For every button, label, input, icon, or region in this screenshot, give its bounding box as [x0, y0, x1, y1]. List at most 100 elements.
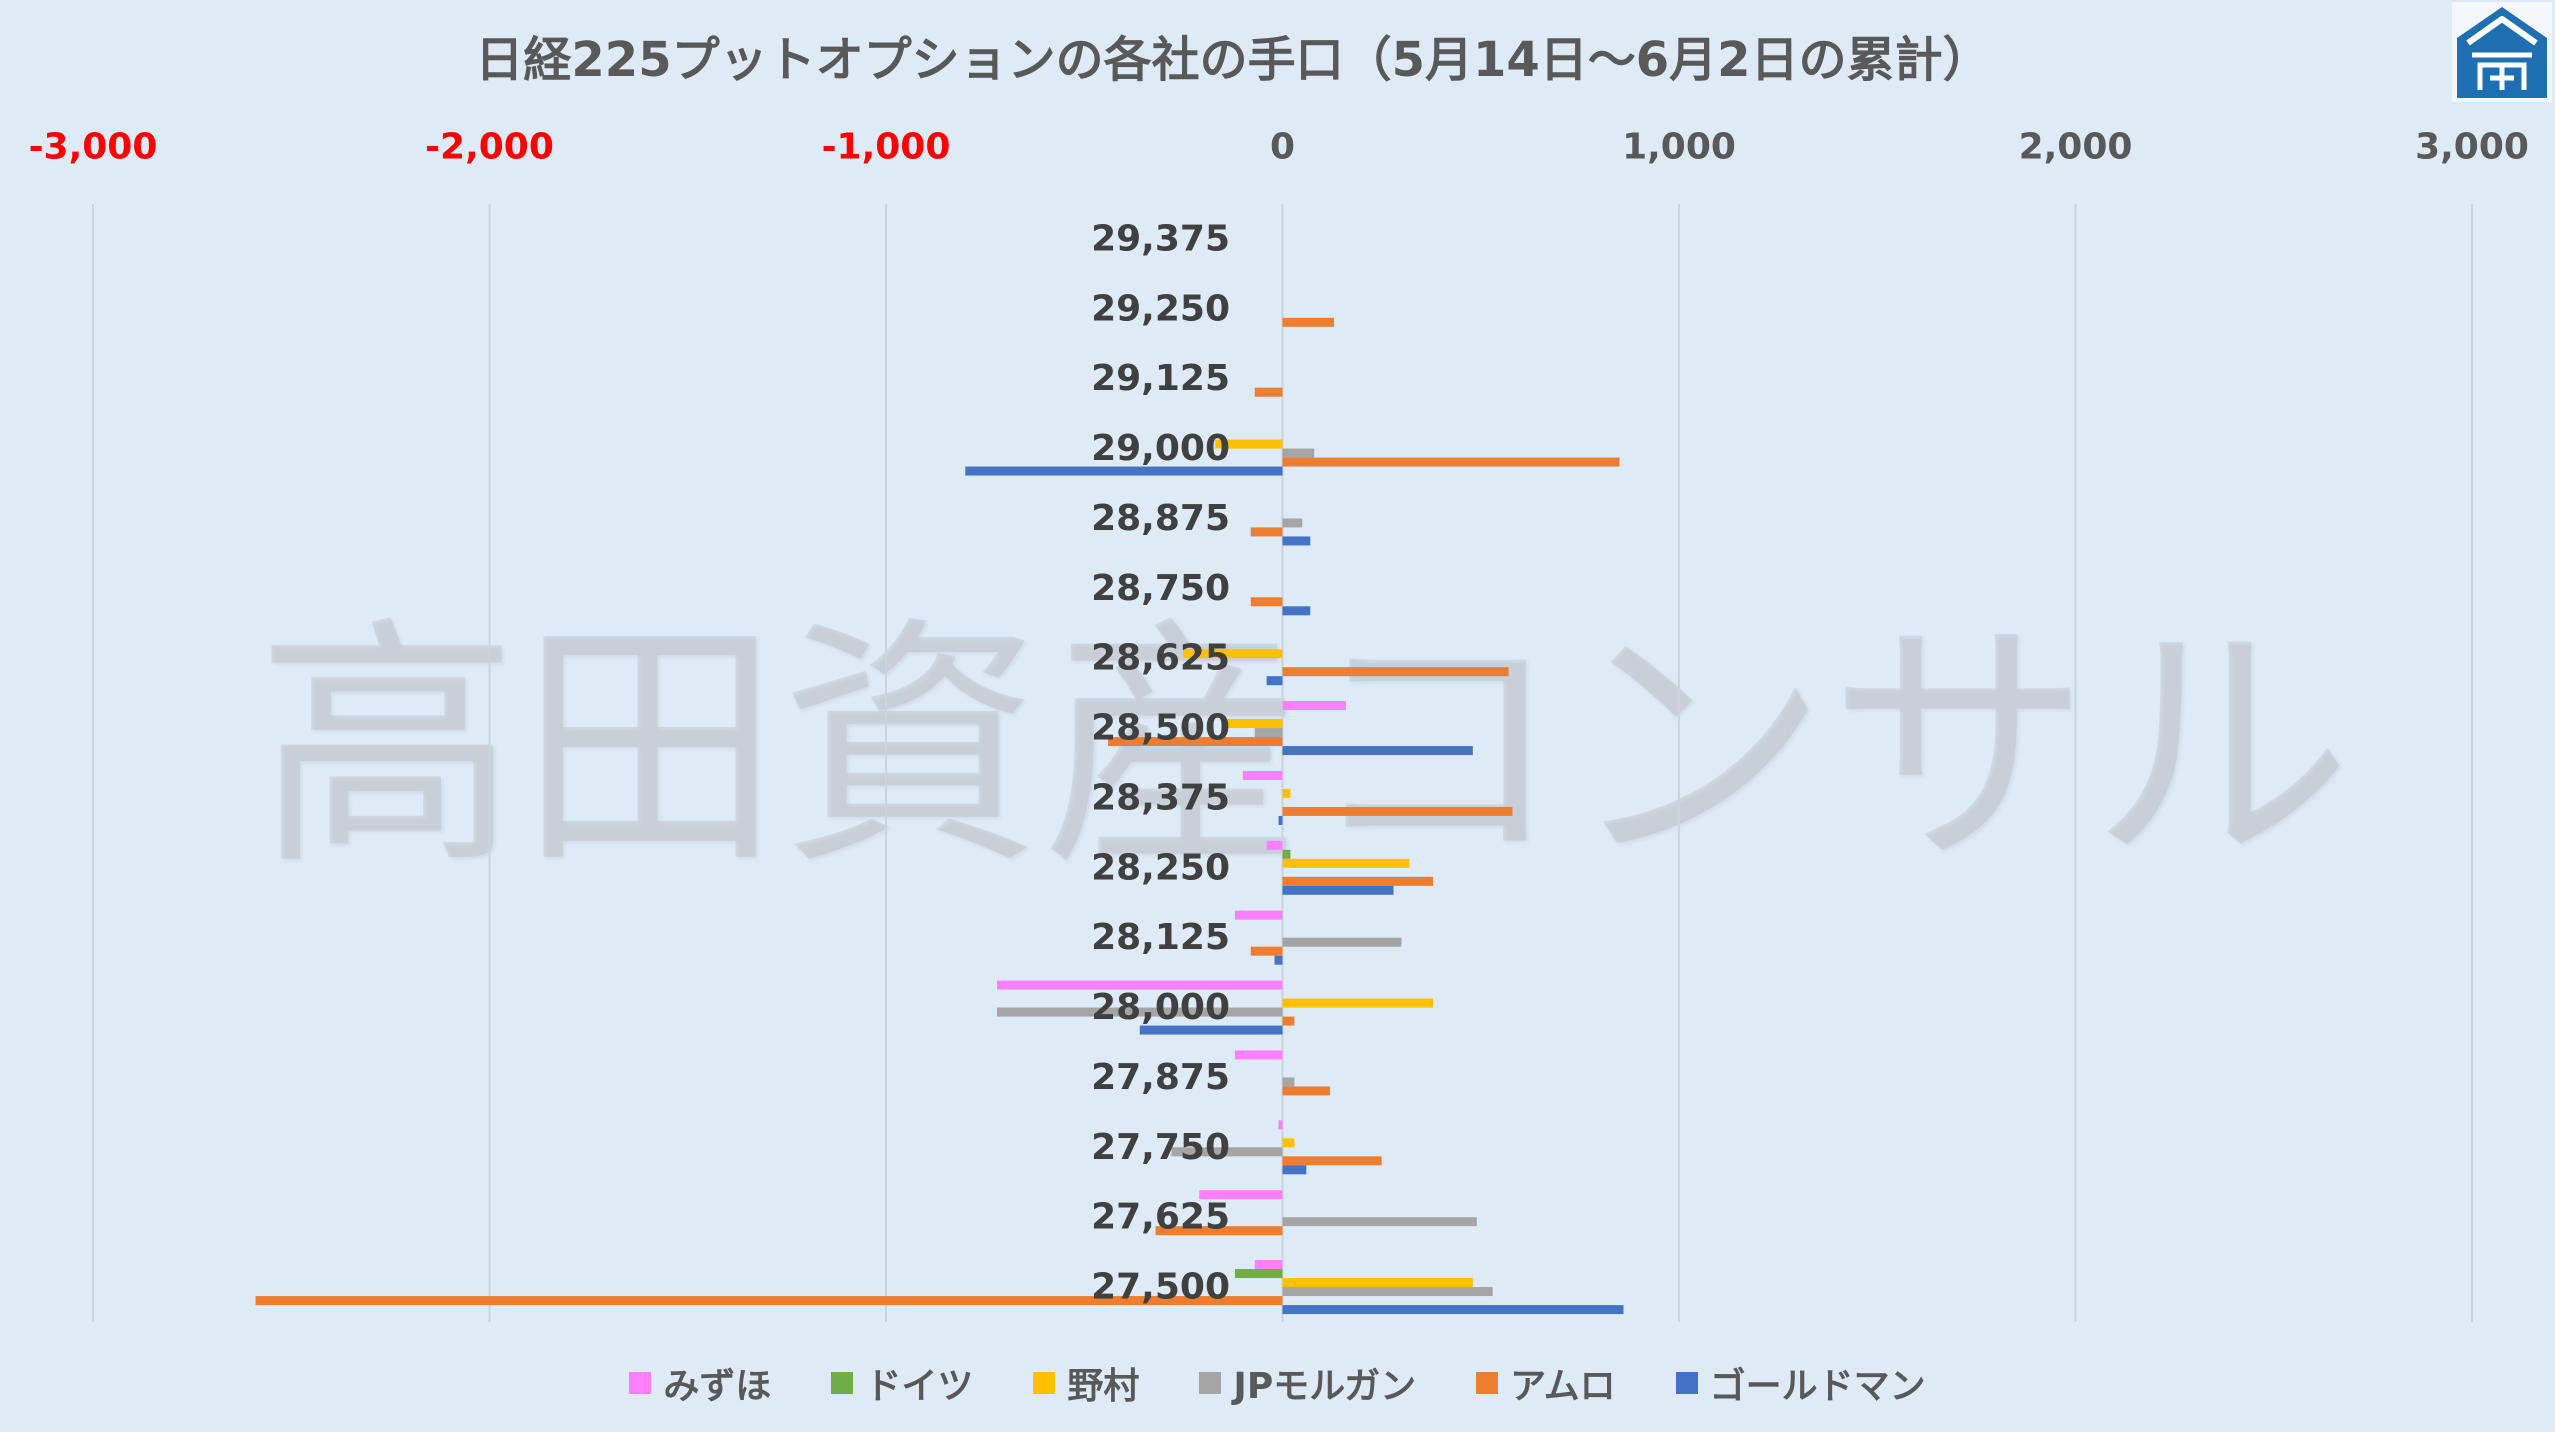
bar-series5-29125 — [1254, 387, 1283, 397]
bar-series5-27625 — [1155, 1226, 1283, 1236]
bar-series4-28000 — [997, 1007, 1283, 1017]
bar-series5-27750 — [1282, 1156, 1382, 1166]
bar-series5-28500 — [1108, 737, 1283, 747]
strike-label: 29,250 — [1091, 288, 1230, 329]
bar-series5-29000 — [1282, 457, 1620, 467]
strike-label: 28,125 — [1091, 917, 1230, 958]
bar-series3-27750 — [1282, 1138, 1295, 1148]
bar-series4-27625 — [1282, 1217, 1477, 1227]
bar-series5-28875 — [1250, 527, 1283, 537]
x-tick-label: -2,000 — [425, 127, 554, 168]
legend-label: 野村 — [1067, 1366, 1140, 1407]
bar-series6-28750 — [1282, 606, 1311, 616]
bars — [255, 317, 1624, 1315]
bar-series2-27500 — [1234, 1269, 1283, 1279]
strike-label: 28,375 — [1091, 777, 1230, 818]
x-tick-label: -3,000 — [29, 127, 158, 168]
legend-item-nomura: 野村 — [1033, 1357, 1139, 1409]
strike-label: 28,250 — [1091, 847, 1230, 888]
bar-series4-27875 — [1282, 1077, 1295, 1087]
bar-series4-28125 — [1282, 937, 1402, 947]
strike-labels: 29,375 29,250 29,125 29,000 28,875 28,750 28,6… — [1091, 218, 1230, 1307]
strike-label: 28,000 — [1091, 987, 1230, 1028]
bar-series1-28250 — [1266, 840, 1283, 850]
bar-series4-27500 — [1282, 1287, 1493, 1297]
bar-series6-27750 — [1282, 1165, 1307, 1175]
bar-series4-28875 — [1282, 518, 1303, 528]
legend-label: みずほ — [663, 1366, 772, 1407]
strike-label: 28,750 — [1091, 568, 1230, 609]
strike-label: 29,000 — [1091, 428, 1230, 469]
bar-series1-27750 — [1278, 1120, 1283, 1130]
x-tick-label: 0 — [1270, 127, 1295, 168]
x-tick-label: 3,000 — [2415, 127, 2529, 168]
bar-series6-28125 — [1274, 955, 1283, 965]
bar-series2-28250 — [1282, 849, 1291, 859]
bar-series3-28250 — [1282, 858, 1410, 868]
legend-label: ドイツ — [865, 1366, 974, 1407]
bar-series1-28125 — [1234, 910, 1283, 920]
legend-label: アムロ — [1510, 1366, 1616, 1407]
legend-item-amro: アムロ — [1476, 1357, 1616, 1409]
logo-pillars — [2477, 62, 2527, 90]
chart-title: 日経225プットオプションの各社の手口（5月14日～6月2日の累計） — [475, 32, 1991, 88]
bar-series5-28000 — [1282, 1016, 1295, 1026]
bar-series1-27500 — [1254, 1260, 1283, 1270]
bar-series3-28625 — [1183, 649, 1283, 659]
bar-series6-28250 — [1282, 885, 1394, 895]
bar-series5-28375 — [1282, 806, 1513, 816]
x-tick-label: 1,000 — [1622, 127, 1736, 168]
legend-item-deutsche: ドイツ — [831, 1357, 973, 1409]
bar-series1-28500 — [1282, 701, 1346, 711]
bar-series1-27625 — [1199, 1190, 1283, 1200]
bar-series4-29000 — [1282, 448, 1315, 458]
bar-series3-28375 — [1282, 788, 1291, 798]
strike-label: 27,875 — [1091, 1057, 1230, 1098]
x-tick-label: -1,000 — [822, 127, 951, 168]
strike-label: 29,125 — [1091, 358, 1230, 399]
gridlines — [92, 204, 2473, 1322]
strike-label: 27,750 — [1091, 1127, 1230, 1168]
legend-item-jpmorgan: JPモルガン — [1199, 1357, 1416, 1409]
x-tick-label: 2,000 — [2019, 127, 2133, 168]
strike-label: 27,625 — [1091, 1197, 1230, 1238]
bar-series6-28500 — [1282, 746, 1473, 756]
house-logo-icon — [2452, 2, 2552, 102]
legend-swatch — [1476, 1372, 1499, 1394]
bar-series3-29000 — [1215, 439, 1283, 449]
strike-label: 28,625 — [1091, 638, 1230, 679]
strike-label: 27,500 — [1091, 1267, 1230, 1308]
logo-roof-line — [2466, 16, 2538, 46]
legend-swatch — [1675, 1372, 1698, 1394]
bar-series1-27875 — [1234, 1050, 1283, 1060]
legend-swatch — [1199, 1372, 1222, 1394]
bar-series3-28000 — [1282, 998, 1434, 1008]
bar-series5-27500 — [255, 1296, 1283, 1306]
legend-swatch — [1033, 1372, 1056, 1394]
legend-item-goldman: ゴールドマン — [1675, 1357, 1926, 1409]
legend-item-mizuho: みずほ — [629, 1357, 771, 1409]
bar-series1-28000 — [997, 980, 1283, 990]
strike-label: 29,375 — [1091, 218, 1230, 259]
bar-series5-28125 — [1250, 946, 1283, 956]
bar-series6-28375 — [1278, 815, 1283, 825]
x-axis-tick-labels: -3,000 -2,000 -1,000 0 1,000 2,000 3,000 — [29, 127, 2529, 168]
bar-series5-29250 — [1282, 317, 1335, 327]
bar-series3-28500 — [1223, 719, 1283, 729]
bar-series6-28625 — [1266, 676, 1283, 686]
bar-series4-27750 — [1171, 1147, 1283, 1157]
legend-label: JPモルガン — [1233, 1366, 1417, 1407]
bar-series6-28000 — [1139, 1025, 1283, 1035]
legend-swatch — [831, 1372, 854, 1394]
legend: みずほ ドイツ 野村 JPモルガン アムロ ゴールドマン — [0, 1356, 2555, 1410]
bar-series6-28875 — [1282, 536, 1311, 546]
bar-series6-29000 — [965, 466, 1283, 476]
legend-swatch — [629, 1372, 652, 1394]
bar-series5-28250 — [1282, 876, 1434, 886]
bar-series5-27875 — [1282, 1086, 1331, 1096]
strike-label: 28,500 — [1091, 708, 1230, 749]
bar-series5-28625 — [1282, 667, 1509, 677]
bar-series6-27500 — [1282, 1305, 1624, 1315]
strike-label: 28,875 — [1091, 498, 1230, 539]
bar-series3-27500 — [1282, 1278, 1473, 1288]
